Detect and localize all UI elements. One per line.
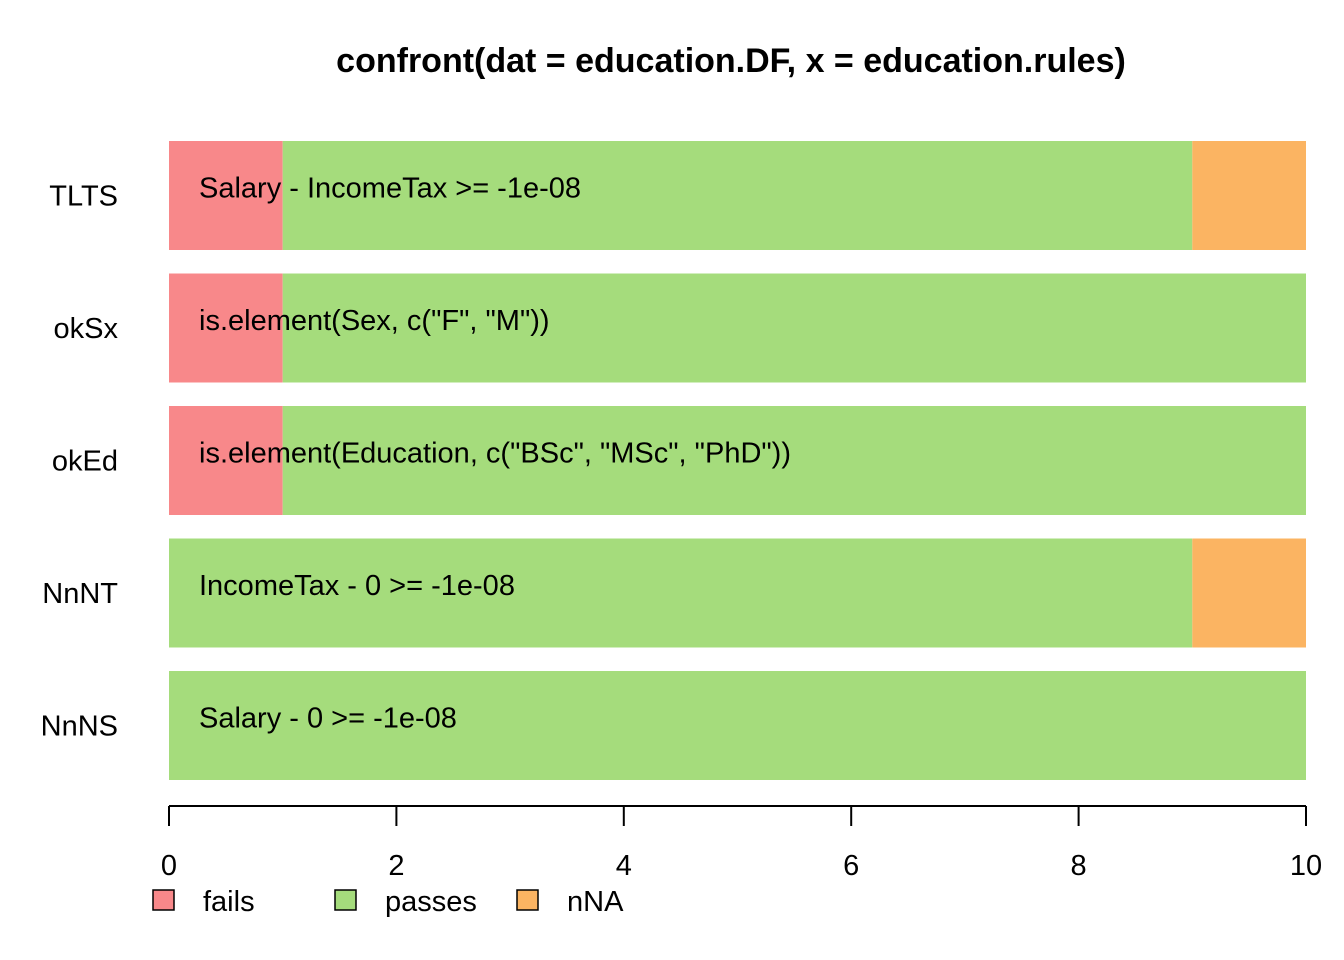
bar-okEd-fails	[169, 406, 283, 515]
legend-label-nNA: nNA	[567, 886, 624, 918]
x-tick-label: 8	[1071, 850, 1087, 882]
bar-NnNT-nNA	[1192, 538, 1306, 648]
bars-group: TLTS Salary - IncomeTax >= -1e-08 okSx is.e…	[41, 141, 1306, 780]
category-label: NnNT	[42, 578, 118, 610]
legend-label-fails: fails	[203, 886, 255, 918]
x-tick-label: 6	[843, 850, 859, 882]
bar-TLTS-nNA	[1192, 141, 1306, 250]
chart-title: confront(dat = education.DF, x = educati…	[336, 42, 1126, 80]
legend-swatch-passes	[334, 889, 357, 911]
category-label: NnNS	[41, 711, 118, 743]
rule-label: Salary - IncomeTax >= -1e-08	[199, 173, 581, 205]
rule-label: is.element(Sex, c("F", "M"))	[199, 305, 550, 337]
legend-label-passes: passes	[385, 886, 477, 918]
bar-TLTS-fails	[169, 141, 283, 250]
category-label: TLTS	[49, 181, 118, 213]
legend-swatch-nNA	[516, 889, 539, 911]
bar-NnNT-passes	[169, 538, 1193, 648]
x-axis: 0 2 4 6 8 10	[161, 805, 1322, 882]
rule-label: IncomeTax - 0 >= -1e-08	[199, 570, 515, 602]
bar-TLTS-passes	[282, 141, 1193, 250]
category-label: okEd	[52, 446, 118, 478]
rule-label: is.element(Education, c("BSc", "MSc", "P…	[199, 438, 791, 470]
x-tick-label: 2	[388, 850, 404, 882]
x-tick-label: 4	[616, 850, 632, 882]
bar-okSx-passes	[282, 273, 1306, 383]
category-label: okSx	[54, 313, 119, 345]
bar-okEd-passes	[282, 406, 1306, 515]
x-tick-label: 10	[1290, 850, 1322, 882]
bar-okSx-fails	[169, 273, 283, 383]
legend: fails passes nNA	[152, 886, 624, 918]
rule-label: Salary - 0 >= -1e-08	[199, 703, 457, 735]
bar-NnNS-passes	[169, 671, 1306, 780]
legend-swatch-fails	[152, 889, 175, 911]
x-tick-label: 0	[161, 850, 177, 882]
